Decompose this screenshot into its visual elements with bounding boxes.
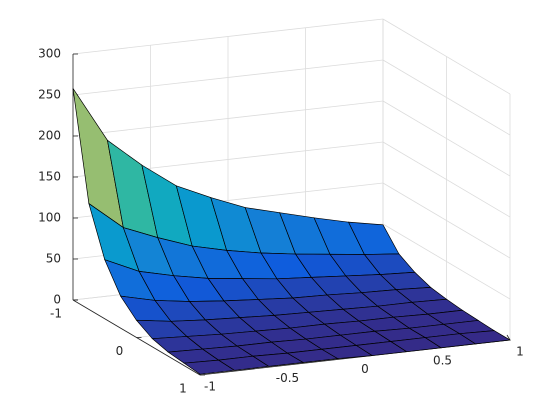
z-tick-label: 100 bbox=[38, 211, 61, 225]
surface-face bbox=[458, 330, 512, 345]
x-tick-label: -1 bbox=[204, 380, 216, 394]
z-tick-label: 300 bbox=[38, 47, 61, 61]
z-tick-label: 0 bbox=[53, 293, 61, 307]
z-tick-label: 150 bbox=[38, 170, 61, 184]
x-tick-label: 0 bbox=[361, 362, 369, 376]
x-tick bbox=[506, 334, 511, 341]
z-tick-label: 250 bbox=[38, 88, 61, 102]
z-tick-label: 200 bbox=[38, 129, 61, 143]
y-tick-label: 0 bbox=[116, 344, 124, 358]
z-tick-label: 50 bbox=[46, 252, 61, 266]
y-tick-label: -1 bbox=[50, 307, 62, 321]
x-tick-label: 0.5 bbox=[433, 353, 452, 367]
x-tick-label: -0.5 bbox=[276, 371, 299, 385]
x-tick-label: 1 bbox=[516, 345, 524, 359]
y-tick-label: 1 bbox=[179, 382, 187, 396]
